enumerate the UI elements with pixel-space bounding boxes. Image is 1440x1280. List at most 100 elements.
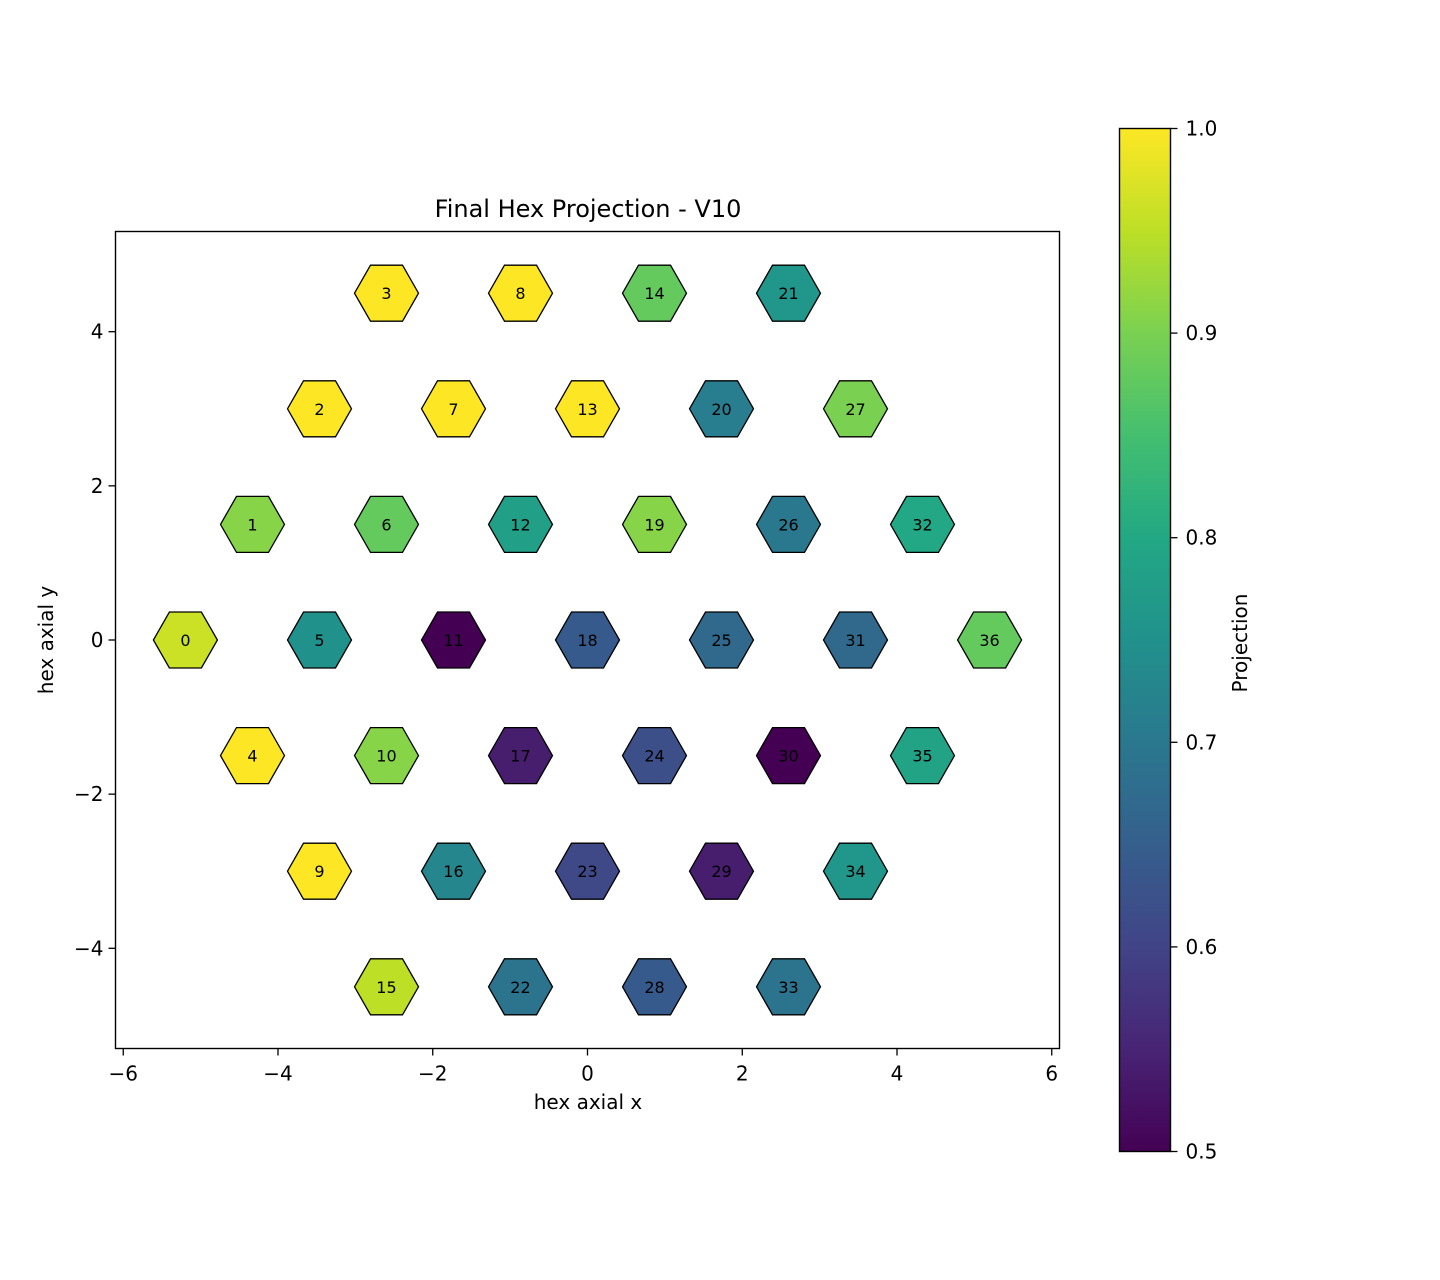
hex-cell-31 xyxy=(822,611,889,669)
x-tick-label: 0 xyxy=(581,1062,594,1086)
y-tick-label: −2 xyxy=(74,782,103,806)
hex-cell-label: 6 xyxy=(381,515,391,534)
hex-cell-label: 22 xyxy=(510,978,530,997)
hex-cell-16 xyxy=(420,842,487,900)
hex-cell-19 xyxy=(621,495,688,554)
hex-cell-14 xyxy=(621,264,688,322)
hex-cell-label: 8 xyxy=(515,284,525,303)
hex-cell-label: 27 xyxy=(845,400,865,419)
hex-cell-label: 13 xyxy=(577,400,597,419)
hex-cell-label: 15 xyxy=(376,978,396,997)
x-tick-label: 6 xyxy=(1045,1062,1058,1086)
hex-cell-1 xyxy=(219,495,286,554)
hex-cell-label: 28 xyxy=(644,978,664,997)
hex-cell-21 xyxy=(755,264,822,322)
colorbar-ticks: 0.5 0.6 0.7 0.8 0.9 1.0 xyxy=(1170,117,1218,1164)
hex-cell-12 xyxy=(487,495,554,554)
hex-cell-18 xyxy=(554,611,621,669)
hex-cell-label: 2 xyxy=(314,400,324,419)
x-tick-label: 4 xyxy=(891,1062,904,1086)
hex-cell-label: 17 xyxy=(510,747,530,766)
hex-cell-label: 14 xyxy=(644,284,664,303)
hex-cell-13 xyxy=(554,380,621,438)
hex-cell-0 xyxy=(152,611,219,669)
hex-cell-label: 4 xyxy=(247,747,257,766)
colorbar-tick-label: 1.0 xyxy=(1186,117,1218,141)
y-tick-label: 2 xyxy=(91,474,104,498)
hex-cell-25 xyxy=(688,611,755,669)
hex-cell-34 xyxy=(822,842,889,900)
hex-cell-36 xyxy=(956,611,1023,669)
x-tick-label: −2 xyxy=(418,1062,447,1086)
hex-cell-11 xyxy=(420,611,487,669)
hex-cell-24 xyxy=(621,726,688,785)
hex-cell-label: 18 xyxy=(577,631,597,650)
x-axis-ticks: −6 −4 −2 0 2 4 6 xyxy=(108,1048,1058,1086)
hex-cell-10 xyxy=(353,726,420,785)
hex-cell-28 xyxy=(621,958,688,1016)
colorbar xyxy=(1118,127,1172,1153)
hex-cell-label: 9 xyxy=(314,862,324,881)
hex-cell-label: 1 xyxy=(247,515,257,534)
hex-cell-label: 34 xyxy=(845,862,865,881)
hex-cell-20 xyxy=(688,380,755,438)
hex-cell-9 xyxy=(286,842,353,900)
hex-cell-label: 20 xyxy=(711,400,731,419)
hex-cell-4 xyxy=(219,726,286,785)
hex-cell-label: 29 xyxy=(711,862,731,881)
hex-cell-label: 16 xyxy=(443,862,463,881)
hex-cell-27 xyxy=(822,380,889,438)
colorbar-tick-label: 0.7 xyxy=(1186,730,1218,754)
hex-cell-label: 5 xyxy=(314,631,324,650)
hex-cell-8 xyxy=(487,264,554,322)
hex-cell-label: 11 xyxy=(443,631,463,650)
x-tick-label: −6 xyxy=(108,1062,137,1086)
hex-cell-label: 21 xyxy=(778,284,798,303)
hex-cell-label: 0 xyxy=(180,631,190,650)
hex-cell-3 xyxy=(353,264,420,322)
colorbar-tick-label: 0.6 xyxy=(1186,935,1218,959)
hex-cell-35 xyxy=(889,726,956,785)
x-tick-label: 2 xyxy=(736,1062,749,1086)
hex-cell-label: 23 xyxy=(577,862,597,881)
hex-cell-30 xyxy=(755,726,822,785)
x-tick-label: −4 xyxy=(263,1062,292,1086)
hex-cell-label: 25 xyxy=(711,631,731,650)
hex-cell-6 xyxy=(353,495,420,554)
hex-cell-29 xyxy=(688,842,755,900)
colorbar-tick-label: 0.8 xyxy=(1186,526,1218,550)
hex-cell-label: 10 xyxy=(376,747,396,766)
hex-cell-2 xyxy=(286,380,353,438)
colorbar-tick-label: 0.9 xyxy=(1186,321,1218,345)
hex-cell-label: 19 xyxy=(644,515,664,534)
hex-cell-label: 12 xyxy=(510,515,530,534)
hex-cell-label: 30 xyxy=(778,747,798,766)
y-tick-label: 4 xyxy=(91,320,104,344)
hex-cell-label: 33 xyxy=(778,978,798,997)
x-axis-label: hex axial x xyxy=(534,1090,643,1114)
hex-cells: 0123456789101112131415161718192021222324… xyxy=(152,264,1023,1016)
hex-cell-15 xyxy=(353,958,420,1016)
chart-title: Final Hex Projection - V10 xyxy=(435,195,742,223)
hex-cell-17 xyxy=(487,726,554,785)
hex-cell-23 xyxy=(554,842,621,900)
hex-cell-label: 3 xyxy=(381,284,391,303)
hex-cell-label: 36 xyxy=(979,631,999,650)
y-axis-ticks: −4 −2 0 2 4 xyxy=(74,320,116,960)
hex-cell-label: 31 xyxy=(845,631,865,650)
colorbar-label: Projection xyxy=(1228,594,1252,693)
hex-cell-33 xyxy=(755,958,822,1016)
hex-cell-26 xyxy=(755,495,822,554)
hex-cell-7 xyxy=(420,380,487,438)
colorbar-tick-label: 0.5 xyxy=(1186,1140,1218,1164)
hex-cell-label: 7 xyxy=(448,400,458,419)
hex-cell-label: 35 xyxy=(912,747,932,766)
hex-cell-label: 24 xyxy=(644,747,664,766)
hex-cell-32 xyxy=(889,495,956,554)
hex-cell-label: 32 xyxy=(912,515,932,534)
y-axis-label: hex axial y xyxy=(34,586,58,695)
hex-cell-label: 26 xyxy=(778,515,798,534)
hex-cell-5 xyxy=(286,611,353,669)
y-tick-label: 0 xyxy=(91,628,104,652)
